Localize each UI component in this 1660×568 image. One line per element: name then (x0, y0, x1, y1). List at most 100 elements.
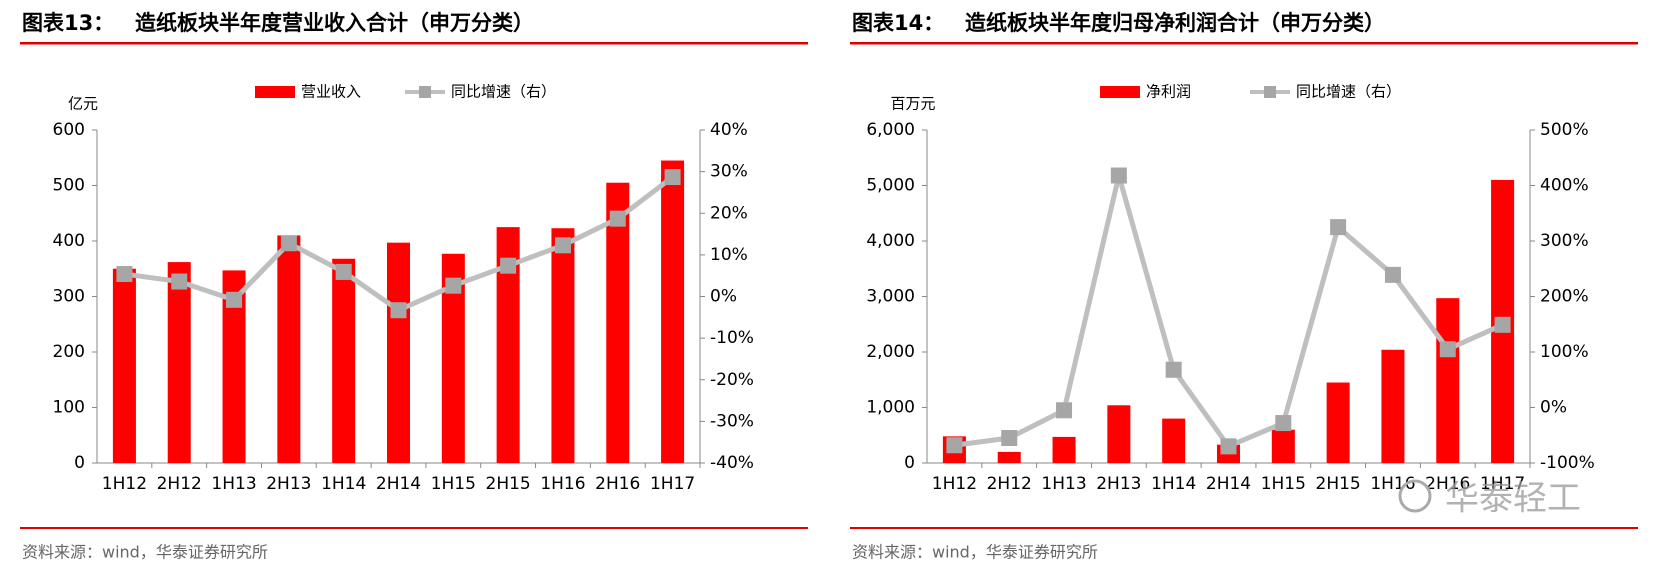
legend-label: 净利润 (1146, 83, 1191, 101)
legend-label: 营业收入 (301, 83, 361, 101)
bar (1107, 405, 1131, 463)
y2-tick-label: -20% (710, 370, 754, 390)
y-tick-label: 200 (53, 342, 85, 362)
source-rule (850, 527, 1638, 529)
x-tick-label: 1H16 (540, 474, 585, 494)
line-marker (1384, 266, 1401, 283)
y-tick-label: 4,000 (866, 231, 915, 251)
legend-label: 同比增速（右） (1296, 83, 1401, 101)
y2-tick-label: -30% (710, 411, 754, 431)
line-marker (1056, 402, 1073, 419)
x-tick-label: 2H16 (1425, 474, 1470, 494)
y-tick-label: 0 (904, 453, 915, 473)
x-tick-label: 2H13 (266, 474, 311, 494)
legend-marker (1264, 86, 1276, 98)
line-marker (664, 169, 681, 186)
chart-title: 造纸板块半年度归母净利润合计（申万分类） (965, 11, 1385, 35)
y2-tick-label: 200% (1540, 287, 1589, 307)
bar (441, 253, 465, 463)
y2-tick-label: -100% (1540, 453, 1595, 473)
bar (1052, 436, 1076, 463)
y-tick-label: 300 (53, 287, 85, 307)
bar (1162, 418, 1186, 463)
y2-tick-label: 20% (710, 203, 748, 223)
line-marker (445, 277, 462, 294)
x-tick-label: 1H12 (932, 474, 977, 494)
line (954, 174, 1504, 450)
title-rule (850, 42, 1638, 45)
watermark: 华泰轻工 (1445, 479, 1581, 519)
x-tick-label: 2H14 (376, 474, 421, 494)
line-marker (609, 210, 626, 227)
y2-tick-label: 30% (710, 162, 748, 182)
y-axis-label: 百万元 (890, 95, 935, 113)
line-marker (1220, 438, 1237, 455)
x-tick-label: 1H13 (211, 474, 256, 494)
bar (112, 268, 136, 463)
line-marker (946, 437, 963, 454)
x-tick-label: 2H13 (1096, 474, 1141, 494)
line-marker (116, 266, 133, 283)
chart-label: 图表14： (852, 11, 944, 35)
x-tick-label: 2H14 (1206, 474, 1251, 494)
line-marker (280, 235, 297, 252)
y-tick-label: 2,000 (866, 342, 915, 362)
line-marker (1494, 316, 1511, 333)
bar (997, 451, 1021, 463)
y2-tick-label: 10% (710, 245, 748, 265)
y-tick-label: 1,000 (866, 398, 915, 418)
y-tick-label: 400 (53, 231, 85, 251)
line-marker (171, 273, 188, 290)
y2-tick-label: 100% (1540, 342, 1589, 362)
x-tick-label: 2H15 (486, 474, 531, 494)
bar (1436, 298, 1460, 463)
y-tick-label: 0 (74, 453, 85, 473)
line-marker (1110, 167, 1127, 184)
y-tick-label: 500 (53, 176, 85, 196)
source-rule (20, 527, 808, 529)
source: 资料来源：wind，华泰证券研究所 (22, 543, 268, 562)
x-tick-label: 1H12 (102, 474, 147, 494)
bar (277, 235, 301, 463)
bar (332, 258, 356, 463)
line-marker (335, 263, 352, 280)
y2-tick-label: -10% (710, 328, 754, 348)
chart-title: 造纸板块半年度营业收入合计（申万分类） (135, 11, 534, 35)
chart-label: 图表13： (22, 11, 114, 35)
y-tick-label: 5,000 (866, 176, 915, 196)
bar (167, 262, 191, 463)
x-tick-label: 1H17 (1480, 474, 1525, 494)
bar (1381, 349, 1405, 463)
x-tick-label: 2H12 (157, 474, 202, 494)
bar (551, 228, 575, 463)
y-tick-label: 600 (53, 120, 85, 140)
line-marker (500, 257, 517, 274)
x-tick-label: 1H13 (1041, 474, 1086, 494)
line-marker (1001, 430, 1018, 447)
y-tick-label: 3,000 (866, 287, 915, 307)
y2-tick-label: 0% (1540, 398, 1567, 418)
x-tick-label: 1H16 (1370, 474, 1415, 494)
legend-swatch (255, 86, 295, 98)
source: 资料来源：wind，华泰证券研究所 (852, 543, 1098, 562)
x-tick-label: 2H16 (595, 474, 640, 494)
watermark-icon (1398, 479, 1432, 513)
bar (496, 227, 520, 463)
line-marker (1439, 341, 1456, 358)
y2-tick-label: 300% (1540, 231, 1589, 251)
bar (661, 160, 685, 463)
bar (222, 270, 246, 463)
y-axis-label: 亿元 (68, 95, 98, 113)
x-tick-label: 1H17 (650, 474, 695, 494)
bar (1326, 382, 1350, 463)
line-marker (226, 291, 243, 308)
x-tick-label: 2H12 (987, 474, 1032, 494)
x-tick-label: 1H15 (1261, 474, 1306, 494)
y2-tick-label: 40% (710, 120, 748, 140)
bar (606, 182, 630, 463)
line-marker (1275, 415, 1292, 432)
legend-label: 同比增速（右） (451, 83, 556, 101)
bar (1271, 429, 1295, 463)
line-marker (1165, 361, 1182, 378)
